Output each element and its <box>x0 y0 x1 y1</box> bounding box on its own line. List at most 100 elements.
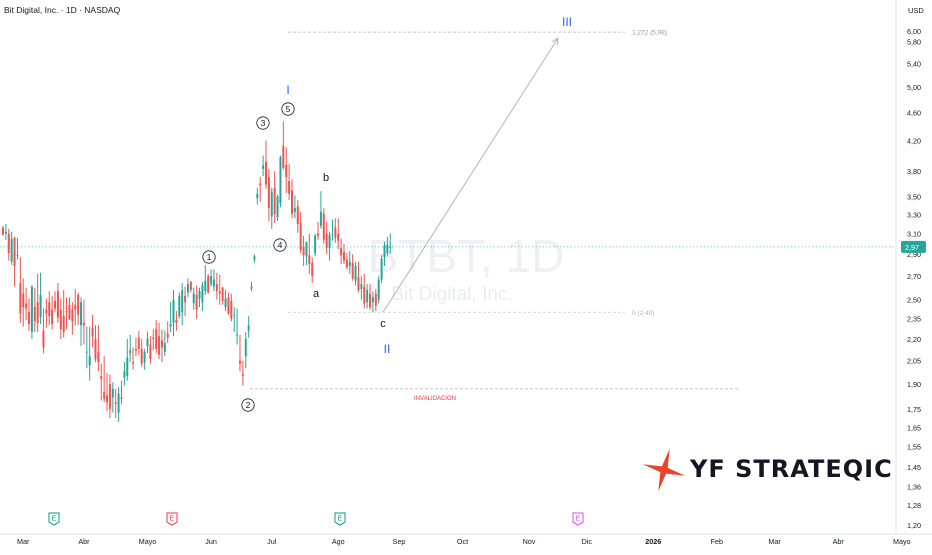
candle-body <box>212 279 215 287</box>
fib-0-label: 0 (2,40) <box>632 310 654 317</box>
candle <box>386 236 389 257</box>
y-tick-label: 1,65 <box>907 423 921 432</box>
candle-body <box>166 333 169 338</box>
candle-body <box>262 165 265 169</box>
candle-body <box>279 157 282 204</box>
brand-logo: YF STRATEQIC <box>640 446 892 494</box>
candle-body <box>201 285 204 303</box>
candle-body <box>288 181 291 194</box>
candle <box>74 288 77 326</box>
wave-label-4: 4 <box>273 238 287 252</box>
candle-body <box>296 206 299 224</box>
earnings-badge <box>572 512 584 526</box>
candle-body <box>28 312 31 325</box>
wave-label-b: b <box>323 172 329 184</box>
candle <box>273 171 276 224</box>
candle-body <box>319 211 322 226</box>
candle-body <box>126 357 129 376</box>
y-tick-label: 1,55 <box>907 442 921 451</box>
candle-body <box>291 190 293 214</box>
candle-body <box>331 233 334 235</box>
candle <box>204 264 207 295</box>
candle-body <box>169 324 172 327</box>
y-tick-label: 2,05 <box>907 357 921 366</box>
watermark-company: Bit Digital, Inc. <box>391 284 512 305</box>
candle <box>51 296 54 330</box>
candle-body <box>68 304 71 319</box>
candle-body <box>54 300 57 309</box>
y-tick-label: 3,30 <box>907 211 921 220</box>
earnings-event-icon: E <box>48 512 60 526</box>
candle <box>233 307 236 333</box>
candle <box>250 281 253 292</box>
candle-body <box>77 294 80 315</box>
candle <box>201 281 204 311</box>
candle-body <box>181 290 184 313</box>
candle-body <box>2 227 4 235</box>
candle-body <box>160 340 163 348</box>
candle <box>247 316 250 338</box>
candle <box>28 298 31 331</box>
wave-circle <box>241 398 255 412</box>
candle-body <box>7 233 10 254</box>
candle <box>117 387 120 422</box>
candle <box>42 308 45 354</box>
candle-body <box>305 241 308 257</box>
candle-body <box>45 309 48 314</box>
candle-body <box>343 252 346 261</box>
currency-label: USD <box>908 6 924 15</box>
candle <box>241 360 244 386</box>
candle-body <box>129 350 132 354</box>
candle <box>212 269 215 292</box>
candle <box>314 233 317 257</box>
candle <box>253 254 256 263</box>
x-tick-label: Feb <box>711 537 723 546</box>
x-tick-label: Mar <box>17 537 30 546</box>
candle <box>120 380 123 404</box>
wave-circle <box>273 238 287 252</box>
candle-body <box>293 208 296 212</box>
candle <box>192 287 195 310</box>
y-tick-label: 2,70 <box>907 272 921 281</box>
candle-body <box>270 192 273 217</box>
wave-number: 5 <box>286 104 291 114</box>
x-tick-label: Mayo <box>893 537 911 546</box>
candle-body <box>302 246 305 256</box>
candle-body <box>25 303 28 309</box>
last-price-label: 2,97 <box>905 243 919 252</box>
candle <box>160 329 163 363</box>
y-tick-label: 5,00 <box>907 83 921 92</box>
candle <box>80 297 83 347</box>
candle <box>319 191 322 229</box>
candle <box>59 298 62 339</box>
candle-body <box>155 329 158 349</box>
candle <box>238 334 241 372</box>
candle <box>123 362 126 386</box>
candle-body <box>59 309 62 330</box>
y-tick-label: 2,20 <box>907 335 921 344</box>
candle <box>175 310 178 331</box>
candle <box>276 194 279 222</box>
candle-body <box>218 291 221 294</box>
candle-body <box>282 145 285 169</box>
invalidation-label: INVALIDACION <box>414 396 456 402</box>
earnings-glyph: E <box>52 516 57 523</box>
x-tick-label: Sep <box>393 537 406 546</box>
wave-number: 3 <box>261 118 266 128</box>
candle <box>291 179 293 219</box>
earnings-event-icon: E <box>572 512 584 526</box>
candle-body <box>137 337 140 349</box>
candle-body <box>241 374 244 376</box>
y-tick-label: 1,45 <box>907 463 921 472</box>
candle-body <box>80 302 83 326</box>
candle-body <box>253 256 256 260</box>
candle-body <box>230 300 233 319</box>
candle <box>45 298 48 329</box>
earnings-event-icon: E <box>166 512 178 526</box>
candle <box>371 291 374 313</box>
candle-body <box>334 227 337 238</box>
candle-body <box>33 307 36 322</box>
candle <box>22 278 25 327</box>
